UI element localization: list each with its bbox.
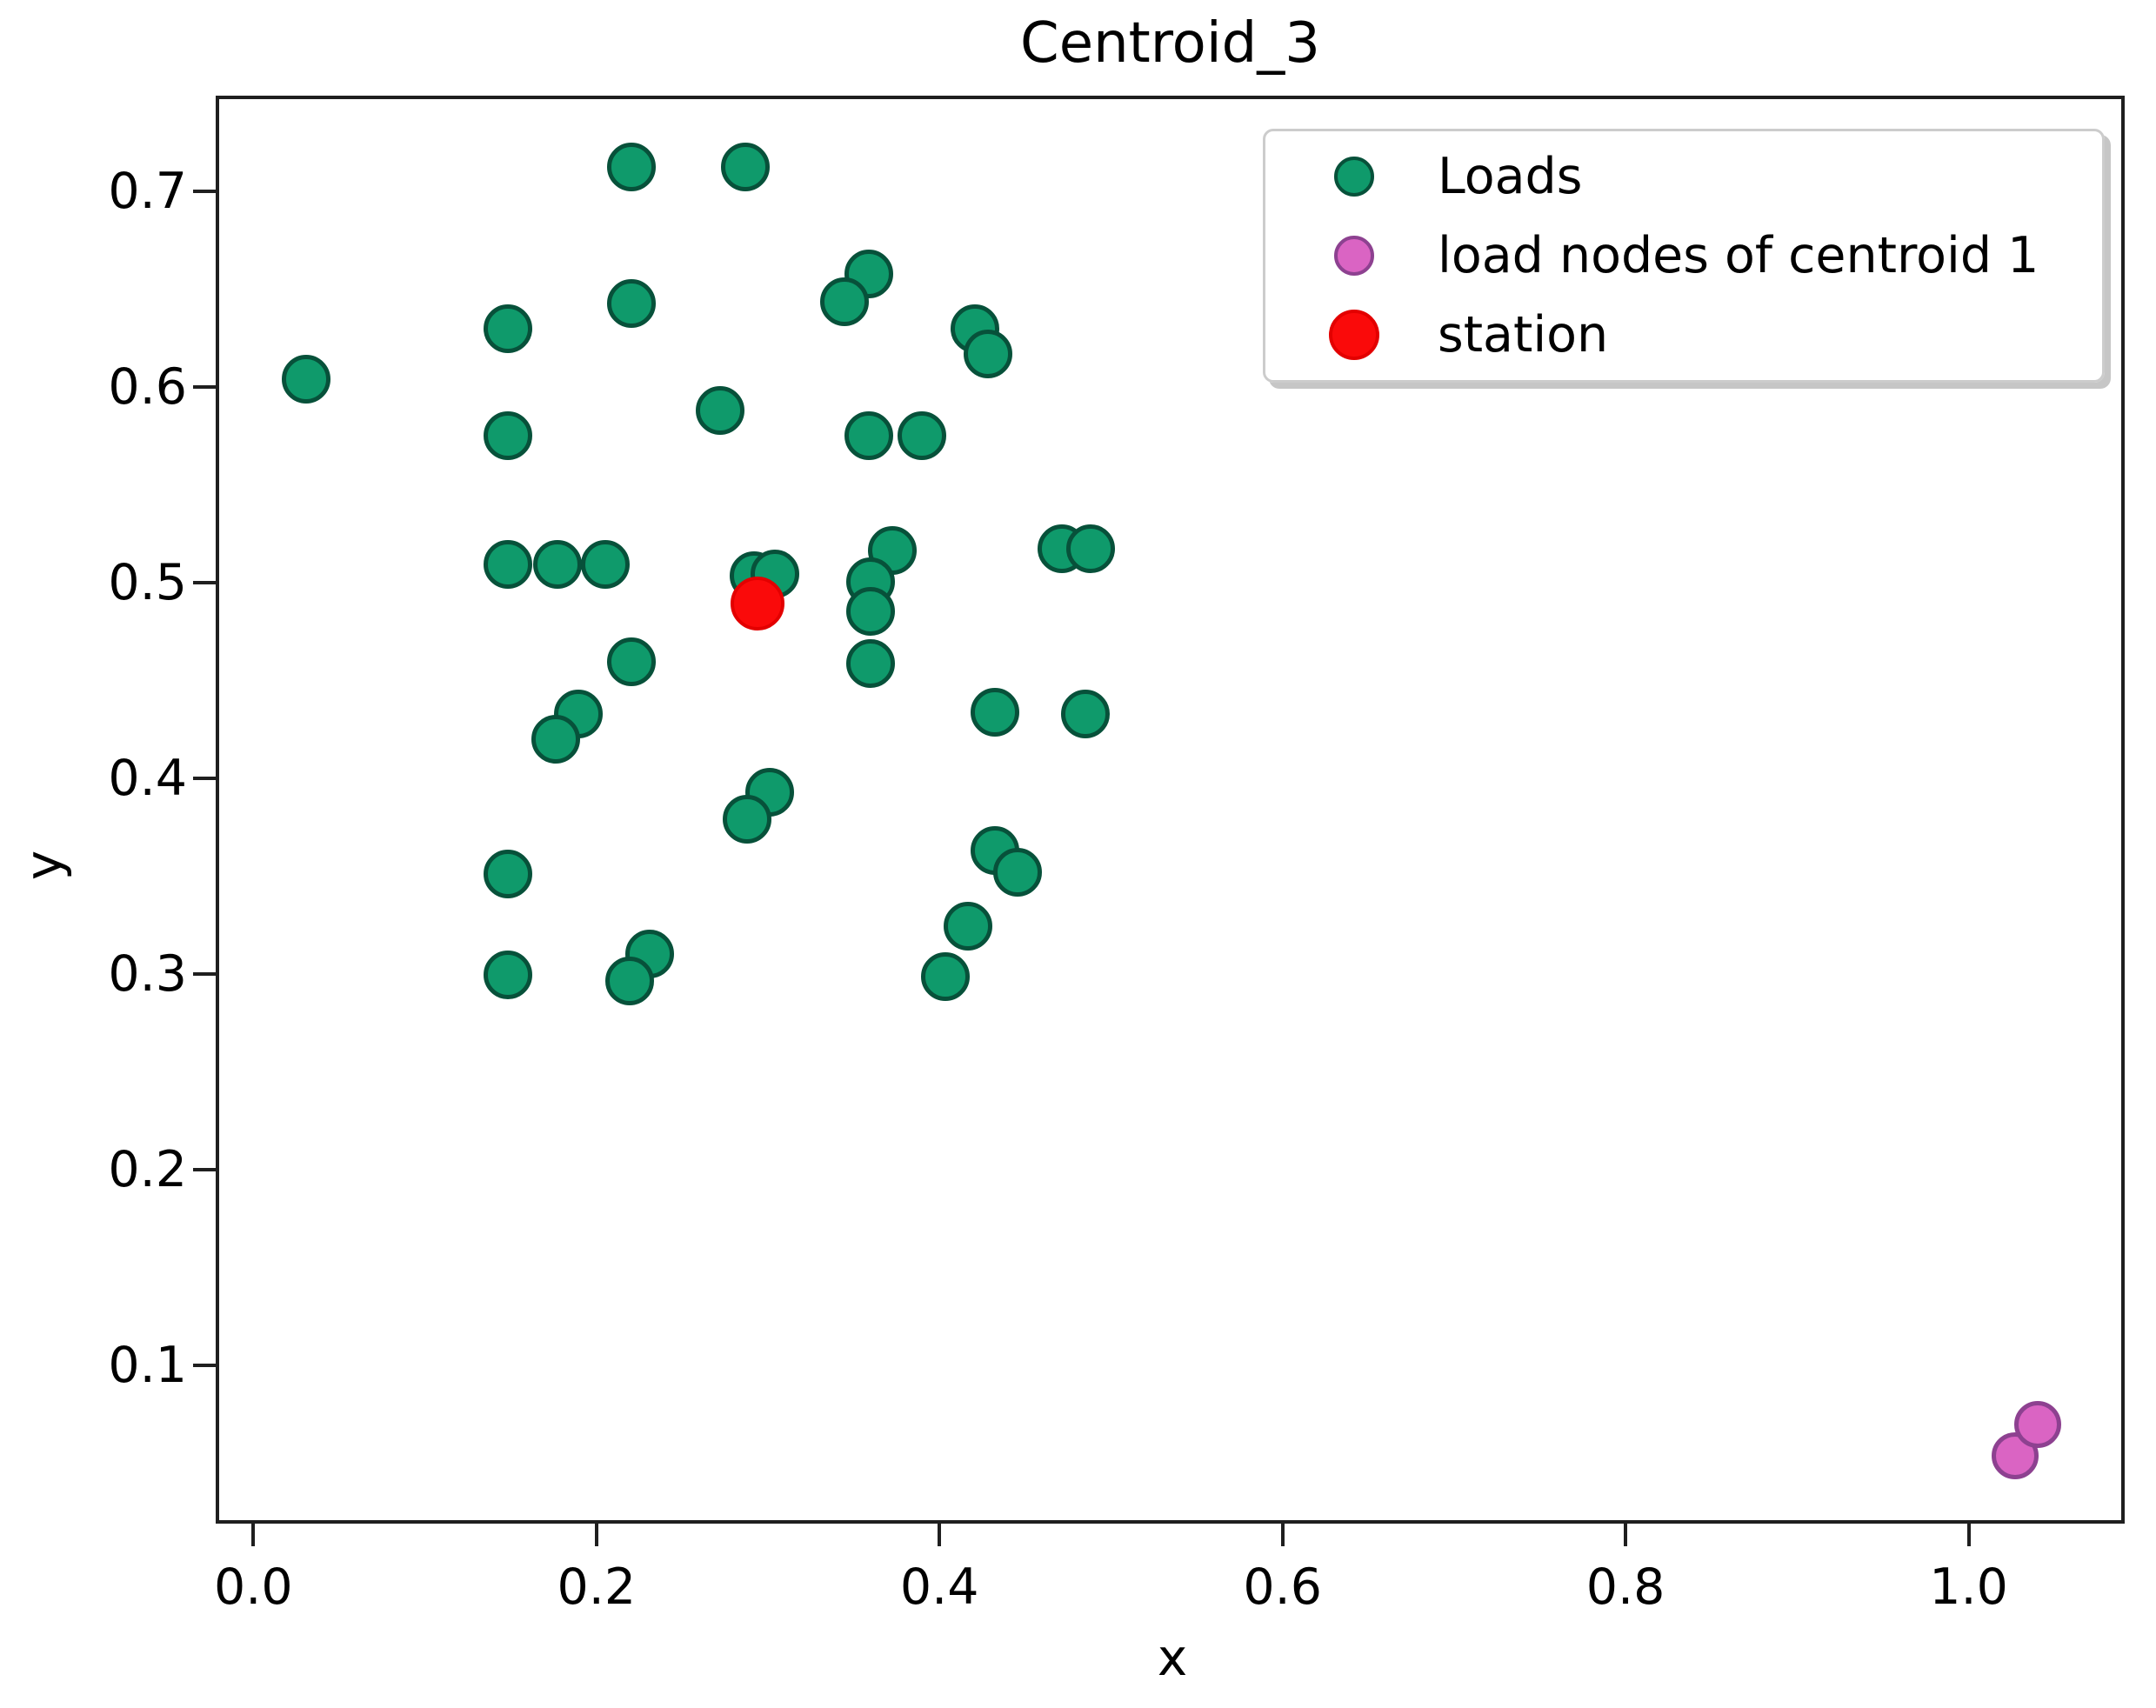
legend-marker-box [1302,310,1406,361]
scatter-point-loads [484,411,533,461]
legend-marker-box [1302,156,1406,197]
scatter-point-loads [897,411,946,461]
station-circle-icon [1329,310,1379,361]
y-tick-label: 0.1 [108,1336,187,1394]
scatter-point-loads [606,143,656,192]
loads-circle-icon [1334,156,1374,197]
scatter-point-loads [695,386,744,436]
scatter-point-loads [921,952,971,1002]
y-tick-label: 0.6 [108,358,187,417]
x-axis-label: x [1157,1628,1188,1687]
y-tick-mark [193,385,216,390]
legend-item-loads: Loads [1265,148,2102,205]
legend-item-station: station [1265,306,2102,364]
scatter-point-loads [721,143,771,192]
scatter-point-loads [844,411,893,461]
legend-marker-box [1302,235,1406,276]
scatter-point-loads [845,586,895,636]
scatter-point-loads [606,637,656,686]
scatter-point-loads [845,639,895,689]
scatter-point-loads [971,688,1020,737]
y-tick-label: 0.3 [108,944,187,1003]
scatter-point-loads [533,539,583,589]
x-tick-label: 0.0 [214,1558,293,1616]
scatter-point-loads [484,951,533,1000]
x-tick-label: 0.6 [1243,1558,1322,1616]
y-tick-mark [193,581,216,585]
x-tick-mark [251,1524,256,1546]
scatter-point-loads [531,715,581,764]
scatter-point-loads [282,355,331,404]
scatter-point-loads [604,956,654,1005]
y-tick-mark [193,1363,216,1367]
scatter-point-loads [1061,690,1111,739]
x-tick-label: 0.4 [899,1558,979,1616]
scatter-point-loads [484,849,533,898]
x-tick-label: 0.8 [1585,1558,1665,1616]
x-tick-mark [1280,1524,1285,1546]
scatter-point-loads [581,539,631,589]
y-tick-label: 0.5 [108,554,187,612]
scatter-point-loads [723,795,772,844]
scatter-point-loads [484,304,533,354]
y-tick-mark [193,1167,216,1171]
y-tick-mark [193,190,216,194]
y-tick-label: 0.2 [108,1140,187,1198]
legend-item-centroid-nodes: load nodes of centroid 1 [1265,227,2102,284]
legend-label-centroid-nodes: load nodes of centroid 1 [1438,226,2039,284]
scatter-point-loads [484,539,533,589]
scatter-point-loads [992,847,1042,897]
y-axis-label: y [14,850,73,881]
x-tick-mark [1624,1524,1628,1546]
x-tick-mark [594,1524,598,1546]
legend-label-station: station [1438,306,1609,364]
scatter-point-loads [964,330,1013,379]
y-tick-label: 0.7 [108,163,187,221]
centroid-nodes-circle-icon [1334,235,1374,276]
y-tick-mark [193,971,216,976]
scatter-point-station [730,576,784,630]
scatter-point-loads [820,277,870,326]
x-tick-label: 0.2 [557,1558,637,1616]
scatter-point-load-nodes-of-centroid-1 [2013,1401,2061,1449]
legend: Loads load nodes of centroid 1 station [1263,129,2105,383]
scatter-point-loads [606,279,656,329]
chart-title: Centroid_3 [1020,11,1320,76]
x-tick-label: 1.0 [1929,1558,2008,1616]
y-tick-label: 0.4 [108,750,187,807]
scatter-point-loads [943,902,992,951]
legend-label-loads: Loads [1438,147,1583,205]
y-tick-mark [193,777,216,780]
scatter-point-loads [1066,524,1116,574]
x-tick-mark [938,1524,942,1546]
x-tick-mark [1966,1524,1971,1546]
